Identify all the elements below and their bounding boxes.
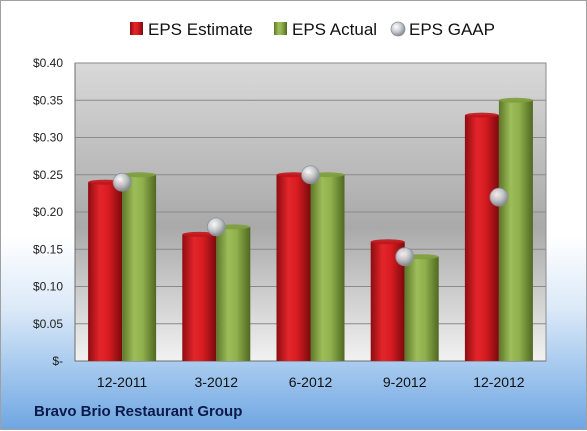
- legend-label-eps-gaap: EPS GAAP: [409, 20, 495, 39]
- marker-eps-gaap: [489, 187, 509, 207]
- y-tick-label: $0.05: [33, 317, 63, 331]
- y-tick-label: $0.25: [33, 168, 63, 182]
- bar-cap-eps-estimate: [370, 239, 405, 245]
- y-tick-label: $0.30: [33, 131, 63, 145]
- y-tick-label: $0.15: [33, 242, 63, 256]
- bar-cap-eps-estimate: [464, 112, 499, 118]
- company-name: Bravo Brio Restaurant Group: [34, 403, 243, 420]
- legend-swatch-eps-estimate: [130, 22, 143, 35]
- bar-eps-actual: [498, 100, 533, 361]
- legend-label-eps-estimate: EPS Estimate: [148, 20, 253, 39]
- bar-eps-estimate: [182, 234, 217, 361]
- legend-swatch-eps-gaap: [390, 21, 406, 37]
- x-tick-label: 3-2012: [195, 374, 239, 390]
- x-tick-label: 12-2012: [473, 374, 525, 390]
- y-tick-label: $0.20: [33, 205, 63, 219]
- bar-eps-actual: [122, 174, 157, 361]
- y-tick-label: $0.35: [33, 93, 63, 107]
- x-tick-label: 6-2012: [289, 374, 333, 390]
- bar-eps-actual: [216, 226, 251, 361]
- marker-eps-gaap: [206, 217, 226, 237]
- bar-eps-estimate: [88, 182, 123, 361]
- y-tick-label: $-: [52, 354, 63, 368]
- legend-label-eps-actual: EPS Actual: [292, 20, 377, 39]
- marker-eps-gaap: [301, 165, 320, 185]
- x-tick-label: 9-2012: [383, 374, 427, 390]
- bar-eps-estimate: [276, 174, 311, 361]
- bar-cap-eps-actual: [498, 97, 533, 103]
- y-tick-label: $0.10: [33, 280, 63, 294]
- bar-eps-estimate: [464, 115, 499, 362]
- bar-eps-actual: [310, 174, 345, 361]
- bar-cap-eps-actual: [122, 172, 157, 178]
- y-tick-label: $0.40: [33, 56, 63, 70]
- bar-eps-actual: [404, 256, 439, 361]
- bar-cap-eps-estimate: [182, 231, 217, 237]
- legend-swatch-eps-actual: [274, 22, 287, 35]
- x-tick-label: 12-2011: [97, 374, 148, 390]
- marker-eps-gaap: [112, 172, 132, 192]
- marker-eps-gaap: [395, 247, 415, 267]
